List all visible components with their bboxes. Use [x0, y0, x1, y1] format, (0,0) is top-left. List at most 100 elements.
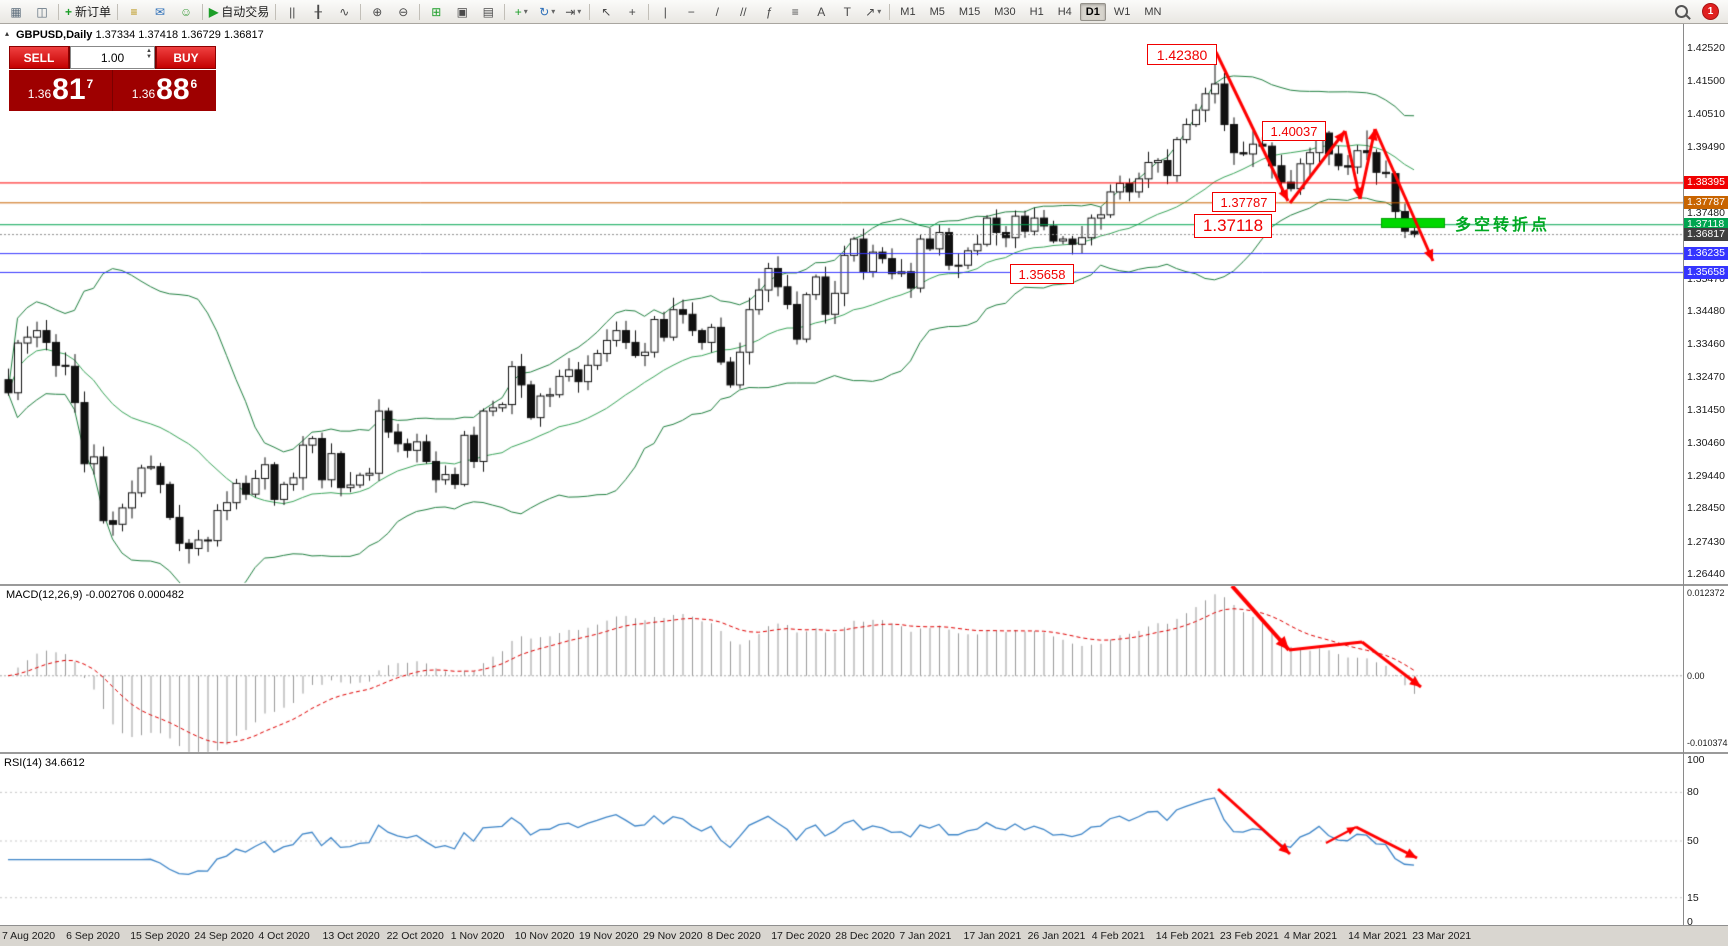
volume-input[interactable]: 1.00 ▲ ▼: [70, 46, 155, 69]
spinner-up-icon[interactable]: ▲: [146, 48, 152, 54]
toolbar-separator: [275, 3, 277, 20]
dropdown-arrow-icon[interactable]: ▾: [551, 7, 556, 16]
timeframe-button-h4[interactable]: H4: [1057, 5, 1072, 18]
trade-panel-controls: SELL 1.00 ▲ ▼ BUY: [9, 46, 216, 69]
grid-icon[interactable]: ≡: [782, 1, 808, 23]
arrange-windows-icon[interactable]: ▤: [475, 1, 501, 23]
bar-chart-type-icon[interactable]: ||: [279, 1, 305, 23]
macd-scale-min: -0.010374: [1687, 738, 1728, 748]
grid-icon: ≡: [791, 4, 799, 19]
timeframe-button-m5[interactable]: M5: [929, 5, 945, 18]
notification-badge[interactable]: 1: [1702, 3, 1719, 20]
text-icon[interactable]: A: [808, 1, 834, 23]
community-icon[interactable]: ☺: [173, 1, 199, 23]
fibonacci-icon[interactable]: ƒ: [756, 1, 782, 23]
date-label: 7 Aug 2020: [2, 930, 56, 942]
zoom-out-icon: ⊖: [398, 4, 409, 19]
toolbar-separator: [419, 3, 421, 20]
timeframe-button-d1[interactable]: D1: [1079, 2, 1106, 21]
trendline-icon[interactable]: /: [704, 1, 730, 23]
collapse-chart-icon[interactable]: ▴: [5, 29, 10, 38]
zoom-out-icon[interactable]: ⊖: [390, 1, 416, 23]
toolbar-groups: ▦ ◫ + 新订单 ≡ ✉ ☺ ▶ 自动交易 || ╂ ∿ ⊕ ⊖ ⊞ ▣ ▤ + ▾ ↻ ▾ ⇥ ▾ ↖ + | − ///ƒ ≡ A T…: [3, 0, 1168, 23]
cursor-icon[interactable]: ↖: [593, 1, 619, 23]
price-scale[interactable]: 1.425201.415001.405101.394901.374801.354…: [1684, 24, 1728, 928]
price-callout[interactable]: 1.35658: [1010, 264, 1074, 284]
price-tick: 1.40510: [1687, 107, 1725, 120]
timeframe-button-m15[interactable]: M15: [958, 5, 981, 18]
date-axis[interactable]: 7 Aug 2020 6 Sep 2020 15 Sep 2020 24 Sep 20…: [0, 925, 1728, 946]
toolbar-separator: [58, 3, 59, 20]
chart-shift-icon: ⇥: [565, 4, 576, 19]
volume-spinner[interactable]: ▲ ▼: [146, 48, 152, 60]
toolbar-group: ▶ 自动交易: [206, 0, 272, 23]
arrows-objects-icon[interactable]: ↗ ▾: [860, 1, 886, 23]
macd-header: MACD(12,26,9) -0.002706 0.000482: [6, 589, 184, 601]
turn-point-label[interactable]: 多空转折点: [1455, 217, 1551, 234]
terminal-icon[interactable]: ▦: [3, 1, 29, 23]
dropdown-arrow-icon[interactable]: ▾: [523, 7, 528, 16]
toolbar-right: 1: [1668, 1, 1725, 23]
timeframe-button-w1[interactable]: W1: [1113, 5, 1131, 18]
new-order-button[interactable]: + 新订单: [62, 1, 114, 23]
horizontal-line-icon[interactable]: −: [678, 1, 704, 23]
price-callout[interactable]: 1.37787: [1212, 192, 1276, 212]
price-tick: 1.31450: [1687, 404, 1725, 417]
spinner-down-icon[interactable]: ▼: [146, 54, 152, 60]
timeframe-button-mn[interactable]: MN: [1144, 5, 1162, 18]
date-label: 23 Feb 2021: [1219, 930, 1279, 942]
macd-scale-max: 0.012372: [1687, 588, 1725, 598]
buy-price[interactable]: 1.36 88 6: [113, 70, 216, 111]
trade-panel-prices: 1.36 81 7 1.36 88 6: [9, 70, 216, 111]
price-tick: 1.29440: [1687, 469, 1725, 482]
rsi-panel-separator[interactable]: [0, 752, 1728, 754]
new-chart-icon[interactable]: + ▾: [508, 1, 534, 23]
toolbar-group: | − ///ƒ ≡ A T ↗ ▾: [652, 0, 886, 23]
new-chart-icon: +: [514, 4, 522, 19]
buy-price-small: 1.36: [131, 87, 156, 101]
dropdown-arrow-icon[interactable]: ▾: [877, 7, 882, 16]
price-callout[interactable]: 1.40037: [1262, 121, 1326, 141]
macd-panel-separator[interactable]: [0, 584, 1728, 586]
channel-icon[interactable]: //: [730, 1, 756, 23]
price-callout[interactable]: 1.42380: [1147, 44, 1217, 65]
date-label: 26 Jan 2021: [1027, 930, 1086, 942]
market-depth-icon[interactable]: ≡: [121, 1, 147, 23]
tile-windows-icon[interactable]: ⊞: [423, 1, 449, 23]
timeframe-button-m1[interactable]: M1: [900, 5, 916, 18]
label-icon[interactable]: T: [834, 1, 860, 23]
autotrade-button-label: 自动交易: [221, 5, 270, 19]
macd-scale-zero: 0.00: [1687, 670, 1705, 681]
date-label: 24 Sep 2020: [194, 930, 254, 942]
sell-price[interactable]: 1.36 81 7: [9, 70, 113, 111]
label-icon: T: [843, 4, 851, 19]
toolbar-group: + ▾ ↻ ▾ ⇥ ▾: [508, 0, 586, 23]
fibonacci-icon: ƒ: [765, 4, 773, 19]
dropdown-arrow-icon[interactable]: ▾: [577, 7, 582, 16]
buy-button[interactable]: BUY: [156, 46, 216, 69]
autotrade-button[interactable]: ▶ 自动交易: [206, 1, 272, 23]
search-button[interactable]: [1668, 1, 1694, 23]
timeframe-button-h1[interactable]: H1: [1029, 5, 1044, 18]
chart-canvas[interactable]: [0, 0, 1683, 946]
vertical-line-icon[interactable]: |: [652, 1, 678, 23]
terminal-icon: ▦: [10, 4, 22, 19]
rsi-tick: 80: [1687, 786, 1699, 799]
chart-shift-icon[interactable]: ⇥ ▾: [560, 1, 586, 23]
buy-price-sup: 6: [190, 77, 198, 91]
cascade-windows-icon[interactable]: ▣: [449, 1, 475, 23]
sell-button[interactable]: SELL: [9, 46, 69, 69]
text-icon: A: [817, 4, 826, 19]
line-chart-type-icon[interactable]: ∿: [331, 1, 357, 23]
candlestick-type-icon[interactable]: ╂: [305, 1, 331, 23]
zoom-in-icon[interactable]: ⊕: [364, 1, 390, 23]
strategy-tester-icon[interactable]: ◫: [29, 1, 55, 23]
tile-windows-icon: ⊞: [431, 4, 442, 19]
crosshair-icon[interactable]: +: [619, 1, 645, 23]
chat-icon[interactable]: ✉: [147, 1, 173, 23]
timeframe-button-m30[interactable]: M30: [994, 5, 1016, 18]
price-callout[interactable]: 1.37118: [1194, 214, 1272, 238]
crosshair-icon: +: [628, 4, 636, 19]
profiles-icon[interactable]: ↻ ▾: [534, 1, 560, 23]
